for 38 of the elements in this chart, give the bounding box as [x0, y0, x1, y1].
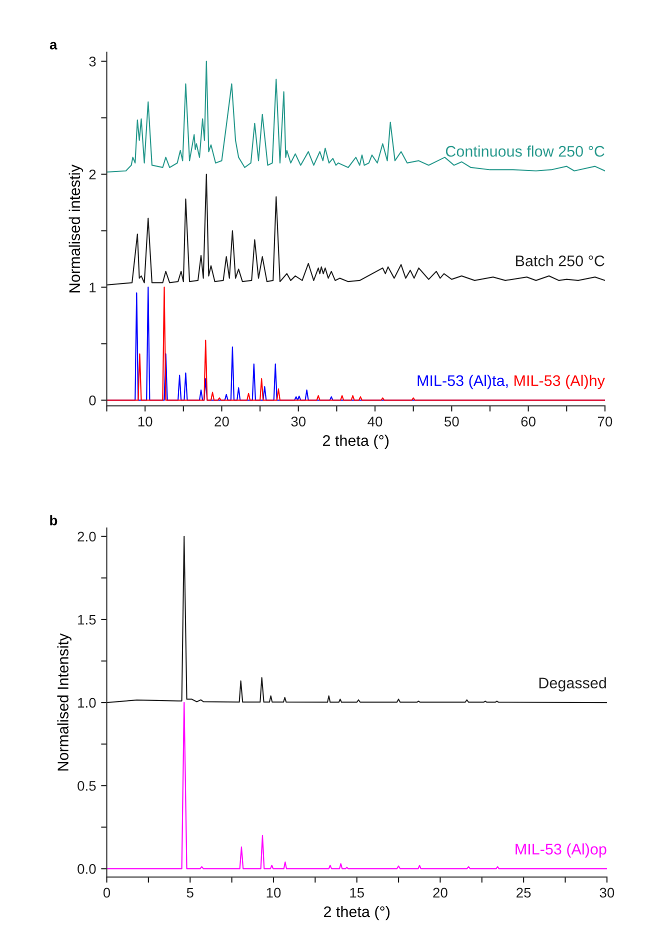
x-tick-label: 60	[521, 416, 536, 426]
y-tick-label: 2.0	[78, 532, 96, 542]
y-tick-label: 0.5	[78, 780, 96, 791]
y-tick-label: 0.0	[78, 864, 96, 874]
x-tick-label: 5	[186, 888, 194, 898]
x-tick-label: 30	[291, 416, 306, 426]
x-tick-label: 30	[600, 888, 614, 898]
x-tick-label: 20	[433, 888, 448, 898]
series-label: MIL-53 (Al)op	[516, 843, 606, 858]
x-tick-label: 10	[138, 416, 152, 426]
y-axis-title: Normalised intestiy	[68, 164, 84, 292]
x-tick-label: 20	[214, 416, 229, 426]
y-tick-label: 1.0	[78, 698, 96, 708]
series-label: Batch 250 °C	[516, 255, 604, 266]
x-axis-title: 2 theta (°)	[324, 906, 390, 920]
y-tick-label: 1	[90, 282, 96, 292]
series-label: Degassed	[539, 677, 606, 692]
line-series	[106, 702, 607, 870]
chart-title: b	[50, 515, 58, 526]
chart-title: a	[50, 42, 58, 50]
series-label: MIL-53 (Al)ta,	[418, 374, 508, 390]
series-label: Continuous flow 250 °C	[446, 146, 604, 157]
x-tick-label: 50	[444, 416, 459, 426]
x-tick-label: 0	[103, 888, 110, 898]
y-tick-label: 2	[89, 170, 96, 180]
x-tick-label: 15	[350, 888, 364, 898]
x-tick-label: 70	[598, 416, 612, 426]
x-tick-label: 40	[368, 416, 382, 426]
y-tick-label: 3	[89, 56, 96, 66]
y-tick-label: 0	[89, 396, 96, 406]
y-axis-title: Normalised Intensity	[57, 633, 72, 770]
x-axis-title: 2 theta (°)	[323, 434, 389, 450]
series-label: MIL-53 (Al)hy	[514, 374, 605, 390]
y-tick-label: 1.5	[78, 614, 96, 625]
line-series	[106, 60, 605, 173]
line-series	[106, 286, 605, 401]
x-tick-label: 10	[266, 888, 281, 898]
x-tick-label: 25	[516, 888, 531, 898]
